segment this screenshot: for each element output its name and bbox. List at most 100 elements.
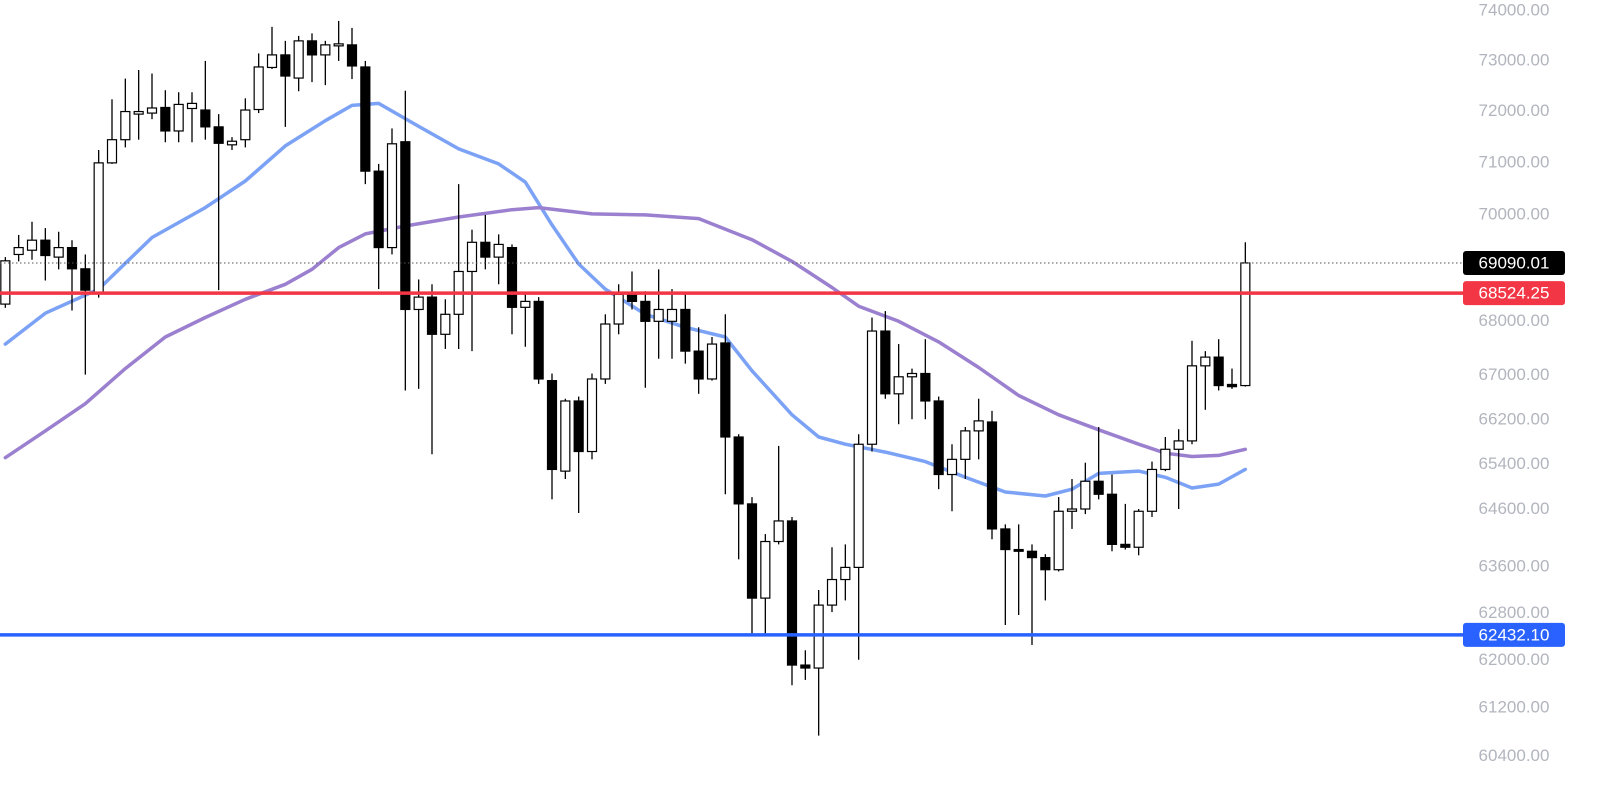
candle-body xyxy=(786,520,798,666)
candle-body xyxy=(266,54,278,69)
price-level-badge xyxy=(1463,250,1565,275)
candle-body xyxy=(1000,528,1011,551)
y-tick-label: 71000.00 xyxy=(1479,152,1550,171)
candle-body xyxy=(360,66,371,172)
price-level-label: 68524.25 xyxy=(1479,284,1550,303)
candle-body xyxy=(1226,383,1238,388)
candle-body xyxy=(560,400,571,472)
candle-body xyxy=(1213,356,1224,387)
candle-body xyxy=(680,308,691,352)
candle-body xyxy=(733,436,744,505)
candle-body xyxy=(40,239,51,257)
candle-body xyxy=(253,66,264,111)
candle-body xyxy=(306,40,318,56)
candle-body xyxy=(586,378,598,453)
candle-body xyxy=(386,143,398,249)
candle-body xyxy=(893,376,904,395)
candle-body xyxy=(1133,510,1144,548)
y-tick-label: 62000.00 xyxy=(1479,650,1550,669)
candle-body xyxy=(920,372,931,402)
candle-body xyxy=(93,162,104,294)
candle-body xyxy=(1040,556,1051,571)
y-tick-label: 62800.00 xyxy=(1479,603,1550,622)
candle-body xyxy=(666,308,678,322)
candle-body xyxy=(840,566,851,581)
candle-body xyxy=(1013,548,1024,552)
candle-body xyxy=(213,126,224,144)
candle-body xyxy=(506,246,518,308)
y-tick-label: 60400.00 xyxy=(1479,746,1550,765)
candle-body xyxy=(293,40,304,79)
candle-body xyxy=(1080,480,1091,510)
candle-body xyxy=(0,260,11,305)
y-tick-label: 68000.00 xyxy=(1479,311,1550,330)
candle-body xyxy=(933,400,944,476)
candle-body xyxy=(1093,480,1104,495)
candle-body xyxy=(160,106,171,132)
candle-body xyxy=(1240,262,1251,387)
candle-body xyxy=(120,110,131,141)
candle-body xyxy=(800,664,811,669)
moving-average-line xyxy=(3,205,1248,460)
candle-body xyxy=(546,380,558,471)
candle-body xyxy=(1066,508,1078,512)
candle-body xyxy=(1026,550,1038,559)
candle-body xyxy=(186,102,198,110)
candle-body xyxy=(986,421,998,530)
y-tick-label: 64600.00 xyxy=(1479,499,1550,518)
price-level-label: 69090.01 xyxy=(1479,253,1550,272)
candle-body xyxy=(413,296,424,311)
candle-body xyxy=(26,239,38,251)
price-level-badge xyxy=(1463,622,1565,647)
candle-body xyxy=(466,241,478,273)
candle-body xyxy=(80,268,91,291)
candle-body xyxy=(866,330,878,445)
y-tick-label: 65400.00 xyxy=(1479,454,1550,473)
candle-body xyxy=(1053,510,1064,571)
price-level-badge xyxy=(1463,281,1565,306)
candle-body xyxy=(173,103,184,132)
candle-body xyxy=(1146,468,1158,512)
candle-body xyxy=(106,139,118,164)
candle-body xyxy=(1120,543,1131,548)
candle-body xyxy=(520,300,531,308)
candle-body xyxy=(1186,365,1198,442)
candle-body xyxy=(480,241,491,258)
price-level-label: 62432.10 xyxy=(1479,625,1550,644)
candle-body xyxy=(853,443,864,568)
candle-body xyxy=(946,458,958,476)
y-tick-label: 74000.00 xyxy=(1479,0,1550,19)
candle-body xyxy=(720,342,731,438)
candle-body xyxy=(773,520,784,543)
candle-body xyxy=(373,170,384,249)
moving-average-line xyxy=(3,101,1248,498)
candle-body xyxy=(1173,440,1184,450)
candle-body xyxy=(1200,356,1211,367)
y-tick-label: 61200.00 xyxy=(1479,697,1550,716)
candle-body xyxy=(146,107,158,114)
y-tick-label: 72000.00 xyxy=(1479,101,1550,120)
candle-body xyxy=(440,313,451,335)
candle-body xyxy=(760,540,771,599)
candle-body xyxy=(1160,448,1171,471)
candle-body xyxy=(493,243,504,258)
candle-body xyxy=(880,330,891,395)
candle-body xyxy=(226,140,238,146)
y-tick-label: 66200.00 xyxy=(1479,409,1550,428)
candle-body xyxy=(746,503,758,599)
candle-body xyxy=(640,300,651,322)
candle-body xyxy=(426,296,438,335)
candle-body xyxy=(613,293,624,325)
candle-body xyxy=(280,54,291,77)
y-tick-label: 63600.00 xyxy=(1479,556,1550,575)
candle-body xyxy=(693,350,704,380)
candle-body xyxy=(333,43,344,47)
candle-body xyxy=(400,141,411,311)
candle-body xyxy=(600,323,611,380)
candle-body xyxy=(133,110,144,115)
candle-body xyxy=(53,246,64,258)
y-tick-label: 67000.00 xyxy=(1479,365,1550,384)
candle-body xyxy=(320,44,331,56)
